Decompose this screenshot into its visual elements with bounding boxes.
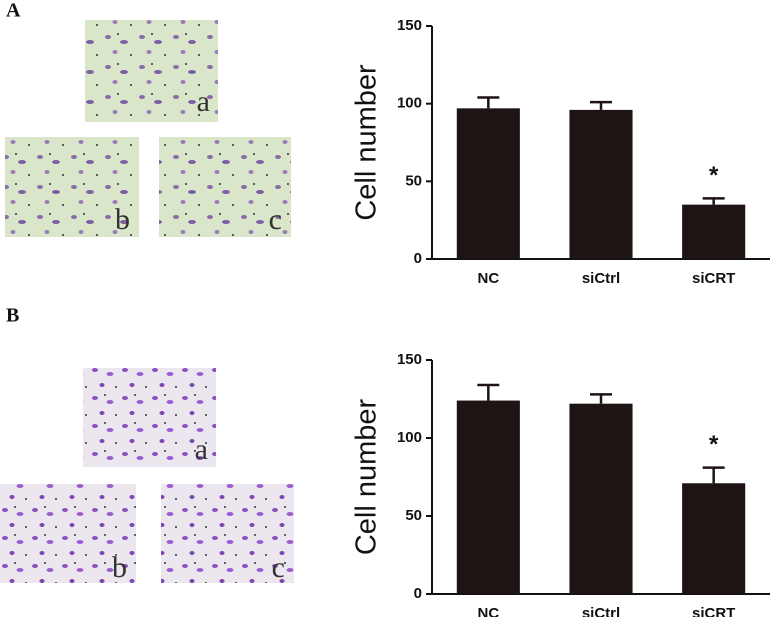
panel-label: A <box>6 0 21 22</box>
bar <box>682 483 746 594</box>
y-axis-label: Cell number <box>351 398 383 555</box>
x-tick-label: siCtrl <box>582 270 620 287</box>
bar <box>569 403 633 594</box>
significance-mark: * <box>709 431 719 458</box>
image-label: a <box>197 85 210 118</box>
y-tick-label: 100 <box>397 429 422 446</box>
bar <box>682 204 746 259</box>
micrograph <box>85 20 218 122</box>
micrograph <box>83 368 216 467</box>
x-tick-label: siCRT <box>692 605 735 617</box>
y-axis-label: Cell number <box>351 64 383 221</box>
micrographs-a <box>5 20 291 237</box>
panel-label: B <box>6 305 19 327</box>
image-label: b <box>115 203 130 236</box>
bar <box>456 400 520 594</box>
y-tick-label: 150 <box>397 351 422 368</box>
error-bar <box>590 393 612 404</box>
error-bar <box>477 383 500 401</box>
significance-mark: * <box>709 162 719 189</box>
error-bar <box>590 100 612 110</box>
micrograph <box>5 137 139 237</box>
x-tick-label: NC <box>477 270 499 287</box>
y-tick-label: 0 <box>414 250 422 267</box>
error-bar <box>702 197 725 205</box>
bar <box>569 109 633 259</box>
error-bar <box>702 466 725 484</box>
x-tick-label: NC <box>477 605 499 617</box>
error-bar <box>477 96 500 109</box>
y-tick-label: 100 <box>397 95 422 112</box>
micrograph <box>159 137 291 237</box>
image-label: c <box>269 203 282 236</box>
y-tick-label: 50 <box>405 507 422 524</box>
image-label: b <box>112 551 127 584</box>
micrograph <box>161 484 294 583</box>
x-tick-label: siCtrl <box>582 605 620 617</box>
micrographs-b <box>0 368 294 583</box>
micrograph <box>0 484 136 583</box>
bar <box>456 108 520 260</box>
y-tick-label: 0 <box>414 585 422 602</box>
image-label: c <box>272 551 285 584</box>
x-tick-label: siCRT <box>692 270 735 287</box>
y-tick-label: 50 <box>405 172 422 189</box>
y-tick-label: 150 <box>397 17 422 34</box>
image-label: a <box>195 433 208 466</box>
